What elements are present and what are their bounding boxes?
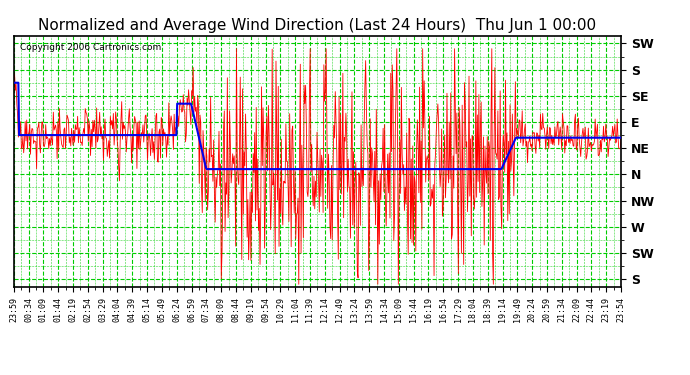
Text: Copyright 2006 Cartronics.com: Copyright 2006 Cartronics.com bbox=[20, 43, 161, 52]
Title: Normalized and Average Wind Direction (Last 24 Hours)  Thu Jun 1 00:00: Normalized and Average Wind Direction (L… bbox=[39, 18, 596, 33]
